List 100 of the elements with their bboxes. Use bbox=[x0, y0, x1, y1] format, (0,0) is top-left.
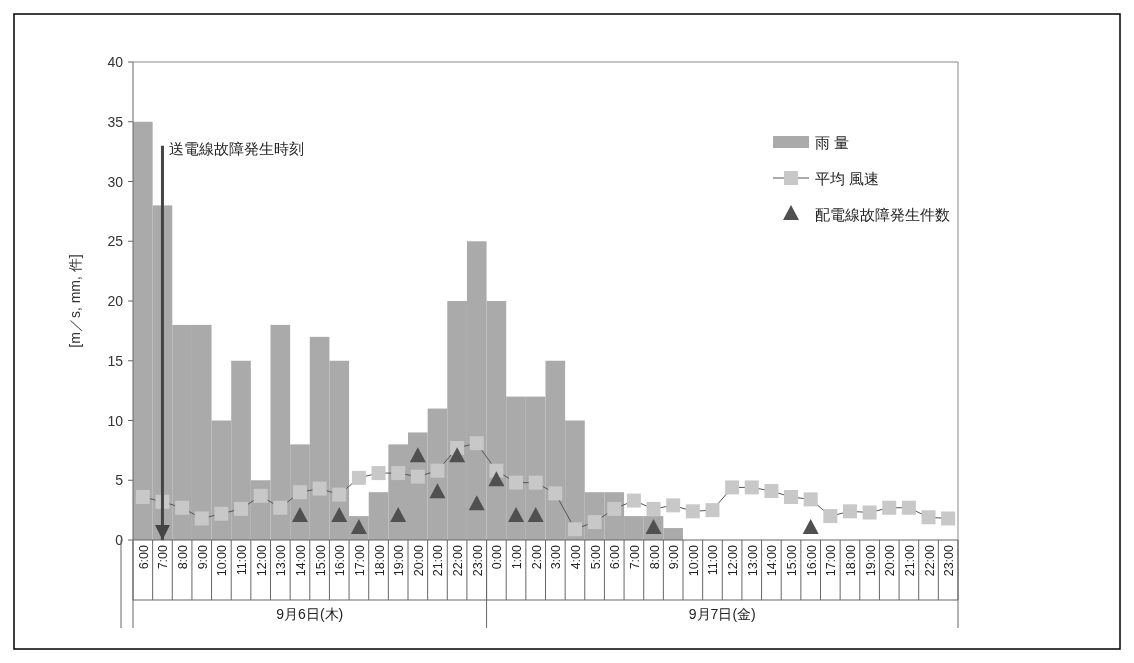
y-tick-label: 35 bbox=[107, 113, 124, 130]
x-tick-label: 7:00 bbox=[627, 544, 642, 570]
point bbox=[351, 470, 366, 485]
x-tick-label: 1:00 bbox=[510, 544, 525, 570]
x-tick-label: 19:00 bbox=[392, 544, 407, 577]
x-tick-label: 10:00 bbox=[686, 544, 701, 577]
point bbox=[901, 500, 916, 515]
point bbox=[744, 480, 759, 495]
x-tick-label: 20:00 bbox=[411, 544, 426, 577]
x-tick-label: 23:00 bbox=[470, 544, 485, 577]
legend-label: 配電線故障発生件数 bbox=[815, 206, 950, 223]
point bbox=[135, 489, 150, 504]
x-tick-label: 23:00 bbox=[942, 544, 957, 577]
point bbox=[312, 481, 327, 496]
point bbox=[509, 475, 524, 490]
x-tick-label: 11:00 bbox=[235, 544, 250, 576]
x-tick-label: 14:00 bbox=[293, 544, 308, 577]
point bbox=[666, 498, 681, 513]
x-tick-label: 9:00 bbox=[195, 544, 210, 570]
point bbox=[508, 507, 525, 523]
point bbox=[567, 522, 582, 537]
point bbox=[194, 511, 209, 526]
point bbox=[331, 507, 348, 523]
x-tick-label: 5:00 bbox=[588, 544, 603, 570]
x-tick-label: 12:00 bbox=[254, 544, 269, 577]
x-tick-label: 21:00 bbox=[902, 544, 917, 577]
point bbox=[528, 475, 543, 490]
ref-line: 送電線故障発生時刻 bbox=[154, 139, 305, 540]
x-tick-label: 8:00 bbox=[647, 544, 662, 570]
x-tick-label: 7:00 bbox=[156, 544, 171, 570]
point bbox=[921, 510, 936, 525]
point bbox=[941, 511, 956, 526]
y-tick-label: 25 bbox=[107, 233, 124, 250]
point bbox=[292, 485, 307, 500]
x-tick-label: 18:00 bbox=[843, 544, 858, 577]
point bbox=[705, 503, 720, 518]
x-tick-label: 4:00 bbox=[568, 544, 583, 570]
point bbox=[802, 519, 819, 535]
point bbox=[548, 486, 563, 501]
x-tick-label: 16:00 bbox=[333, 544, 348, 577]
point bbox=[429, 483, 446, 499]
x-tick-label: 16:00 bbox=[804, 544, 819, 577]
x-tick-label: 18:00 bbox=[372, 544, 387, 577]
point bbox=[390, 507, 407, 523]
point bbox=[784, 489, 799, 504]
point bbox=[469, 436, 484, 451]
point bbox=[253, 488, 268, 503]
x-tick-label: 10:00 bbox=[215, 544, 230, 577]
y-axis-title: [m／s, mm, 件] bbox=[67, 254, 83, 348]
y-tick-label: 30 bbox=[107, 173, 124, 190]
x-tick-label: 14:00 bbox=[765, 544, 780, 577]
x-tick-label: 13:00 bbox=[274, 544, 289, 577]
legend-label: 雨 量 bbox=[815, 134, 850, 151]
point bbox=[685, 504, 700, 519]
x-tick-label: 8:00 bbox=[176, 544, 191, 570]
text: 9月6日(木) bbox=[276, 606, 344, 622]
point bbox=[273, 500, 288, 515]
point bbox=[175, 500, 190, 515]
point bbox=[823, 509, 838, 524]
point bbox=[488, 471, 505, 487]
x-tick-label: 17:00 bbox=[352, 544, 367, 577]
x-tick-label: 9:00 bbox=[667, 544, 682, 570]
point bbox=[862, 505, 877, 520]
point bbox=[803, 492, 818, 507]
x-tick-label: 22:00 bbox=[922, 544, 937, 577]
x-tick-label: 21:00 bbox=[431, 544, 446, 577]
point bbox=[842, 504, 857, 519]
point bbox=[391, 466, 406, 481]
point bbox=[468, 495, 485, 511]
x-tick-label: 15:00 bbox=[313, 544, 328, 577]
y-tick-label: 10 bbox=[107, 412, 124, 429]
x-tick-label: 3:00 bbox=[549, 544, 564, 570]
y-tick-label: 15 bbox=[107, 352, 124, 369]
point bbox=[764, 484, 779, 499]
x-tick-label: 12:00 bbox=[726, 544, 741, 577]
x-tick-label: 2:00 bbox=[529, 544, 544, 570]
point bbox=[646, 501, 661, 516]
point bbox=[410, 469, 425, 484]
point bbox=[882, 500, 897, 515]
x-tick-label: 0:00 bbox=[490, 544, 505, 570]
point bbox=[725, 480, 740, 495]
y-tick-label: 0 bbox=[115, 532, 124, 548]
point bbox=[214, 506, 229, 521]
point bbox=[430, 463, 445, 478]
y-tick-label: 5 bbox=[115, 472, 124, 489]
text: 9月7日(金) bbox=[688, 606, 756, 622]
ref-line-label: 送電線故障発生時刻 bbox=[169, 139, 305, 157]
point bbox=[371, 466, 386, 481]
x-tick-label: 15:00 bbox=[785, 544, 800, 577]
x-tick-label: 20:00 bbox=[883, 544, 898, 577]
point bbox=[291, 507, 308, 523]
x-tick-label: 6:00 bbox=[608, 544, 623, 570]
x-tick-label: 19:00 bbox=[863, 544, 878, 577]
x-tick-label: 11:00 bbox=[706, 544, 721, 576]
x-tick-label: 22:00 bbox=[451, 544, 466, 577]
y-tick-label: 20 bbox=[107, 293, 124, 309]
point bbox=[626, 493, 641, 508]
point bbox=[409, 447, 426, 463]
point bbox=[332, 487, 347, 502]
point bbox=[234, 501, 249, 516]
